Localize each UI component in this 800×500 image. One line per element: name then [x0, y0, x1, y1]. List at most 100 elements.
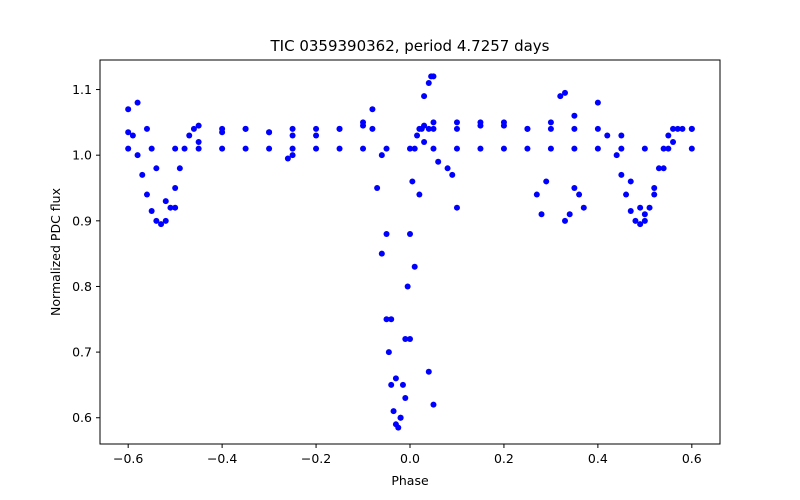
x-axis-label: Phase	[391, 473, 429, 488]
data-point	[627, 207, 634, 214]
data-point	[167, 204, 174, 211]
data-point	[425, 79, 432, 86]
data-point	[547, 119, 554, 126]
data-point	[360, 145, 367, 152]
x-tick-label: 0.0	[400, 451, 420, 466]
data-point	[407, 145, 413, 152]
data-point	[369, 125, 376, 132]
data-point	[397, 414, 404, 421]
data-point	[395, 424, 402, 431]
data-point	[388, 316, 395, 323]
data-point	[543, 178, 550, 185]
y-tick-label: 1.0	[72, 148, 92, 163]
data-point	[688, 125, 695, 132]
data-point	[618, 145, 625, 152]
data-point	[660, 165, 667, 172]
data-point	[641, 217, 648, 224]
data-point	[421, 93, 428, 100]
data-point	[594, 145, 601, 152]
data-point	[576, 191, 583, 198]
data-point	[374, 185, 381, 191]
data-point	[637, 221, 644, 228]
data-point	[562, 217, 568, 224]
x-axis-ticks: −0.6 −0.4 −0.2 0.0 0.2 0.4 0.6	[113, 444, 702, 466]
data-point	[383, 316, 390, 323]
data-point	[219, 145, 226, 152]
x-tick-label: 0.2	[494, 451, 514, 466]
data-point	[172, 185, 179, 191]
x-tick-label: 0.4	[588, 451, 608, 466]
data-point	[411, 145, 418, 152]
data-point	[524, 125, 531, 132]
data-point	[125, 106, 132, 113]
data-point	[665, 132, 672, 139]
x-tick-label: 0.6	[682, 451, 702, 466]
data-point	[571, 112, 578, 119]
data-point	[195, 139, 202, 146]
data-point	[190, 125, 197, 132]
data-point	[566, 211, 573, 218]
plot-area	[100, 60, 720, 444]
data-point	[557, 93, 564, 100]
data-point	[562, 89, 568, 96]
data-point	[336, 145, 343, 152]
data-point	[219, 129, 226, 136]
data-point	[435, 158, 442, 165]
data-point	[139, 171, 146, 178]
data-point	[266, 145, 273, 152]
data-point	[533, 191, 540, 198]
data-point	[665, 145, 672, 152]
data-point	[453, 119, 460, 126]
data-point	[162, 198, 169, 205]
data-point	[186, 132, 193, 139]
y-axis-ticks: 0.6 0.7 0.8 0.9 1.0 1.1	[72, 82, 100, 425]
data-point	[242, 145, 249, 152]
y-axis-label: Normalized PDC flux	[48, 188, 63, 316]
data-point	[430, 145, 437, 152]
data-point	[453, 125, 460, 132]
data-point	[627, 178, 634, 185]
data-point	[453, 204, 460, 211]
data-point	[449, 171, 456, 178]
data-point	[421, 139, 428, 146]
data-point	[409, 178, 416, 185]
data-point	[594, 125, 601, 132]
data-point	[618, 132, 625, 139]
data-point	[444, 165, 451, 172]
x-tick-label: −0.2	[301, 451, 331, 466]
data-point	[181, 145, 188, 152]
data-point	[430, 73, 437, 80]
data-point	[655, 165, 662, 172]
data-point	[425, 368, 432, 375]
data-point	[289, 125, 296, 132]
data-point	[613, 152, 620, 159]
data-point	[538, 211, 545, 218]
data-point	[143, 191, 150, 198]
data-point	[399, 381, 406, 388]
data-point	[266, 129, 273, 136]
data-point	[195, 145, 202, 152]
data-points	[125, 73, 695, 431]
data-point	[500, 119, 507, 126]
data-point	[125, 145, 132, 152]
data-point	[547, 125, 554, 132]
data-point	[670, 139, 677, 146]
data-point	[524, 145, 531, 152]
data-point	[153, 165, 160, 172]
data-point	[402, 395, 409, 402]
x-tick-label: −0.6	[113, 451, 143, 466]
data-point	[369, 106, 376, 113]
data-point	[679, 125, 686, 132]
y-tick-label: 1.1	[72, 82, 92, 97]
y-tick-label: 0.9	[72, 213, 92, 228]
data-point	[623, 191, 630, 198]
data-point	[176, 165, 183, 172]
data-point	[313, 125, 320, 132]
data-point	[407, 335, 413, 342]
data-point	[688, 145, 695, 152]
data-point	[571, 125, 578, 132]
data-point	[604, 132, 611, 139]
data-point	[378, 250, 385, 257]
data-point	[172, 204, 179, 211]
chart-title: TIC 0359390362, period 4.7257 days	[269, 37, 549, 55]
